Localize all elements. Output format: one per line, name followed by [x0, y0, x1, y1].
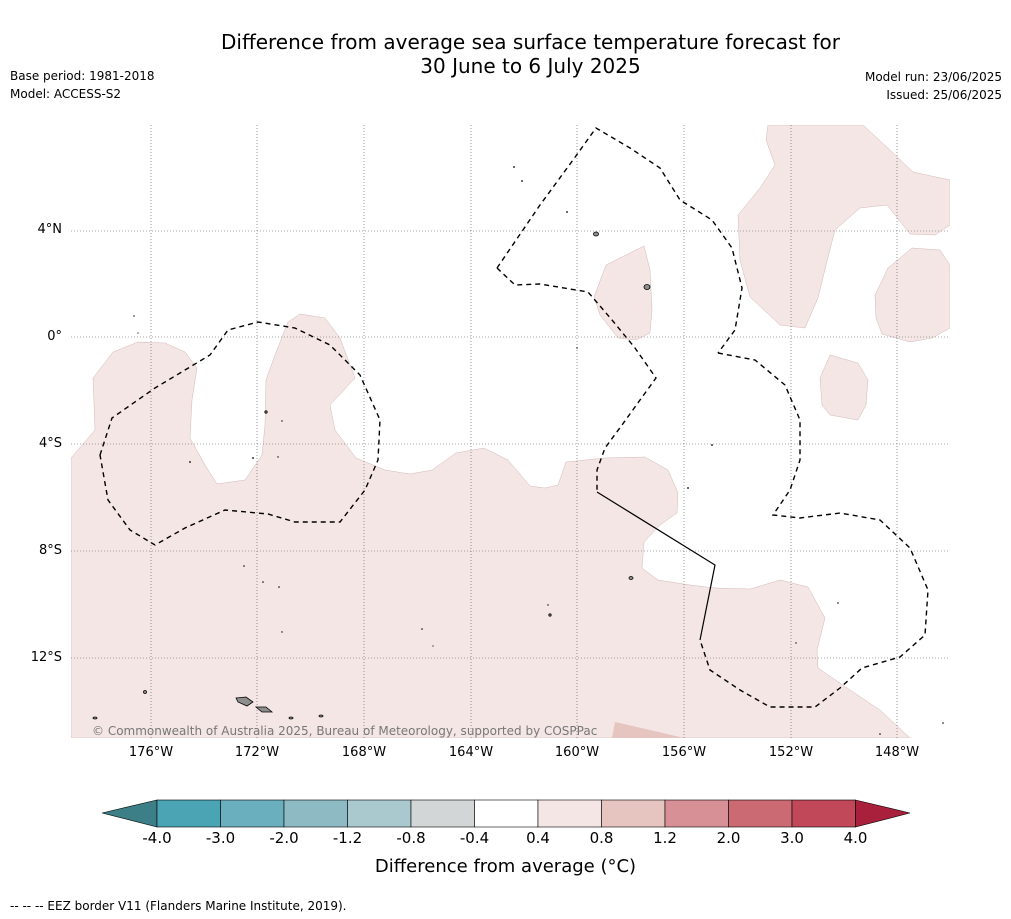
colorbar-tick: -3.0 — [205, 829, 236, 847]
samoa-savaii — [235, 696, 254, 707]
samoa-upolu — [254, 706, 274, 713]
meta-left: Base period: 1981-2018 Model: ACCESS-S2 — [10, 67, 155, 103]
lon-label-164w: 164°W — [448, 745, 494, 760]
lat-label-12s: 12°S — [30, 650, 62, 665]
copyright-notice: © Commonwealth of Australia 2025, Bureau… — [92, 724, 598, 738]
lat-label-4s: 4°S — [38, 436, 62, 451]
colorbar-tick: -1.2 — [332, 829, 363, 847]
colorbar-tick: -0.8 — [396, 829, 426, 847]
colorbar-bin-6 — [474, 799, 539, 828]
graticule — [71, 125, 950, 738]
eez-line-islands-north — [496, 127, 743, 354]
colorbar — [101, 799, 911, 828]
issued-date: Issued: 25/06/2025 — [886, 88, 1002, 102]
title-line-1: Difference from average sea surface temp… — [220, 30, 840, 54]
lon-label-160w: 160°W — [554, 745, 600, 760]
model-run: Model run: 23/06/2025 — [864, 70, 1002, 84]
lon-label-172w: 172°W — [234, 745, 280, 760]
lon-label-152w: 152°W — [768, 745, 814, 760]
lat-label-0: 0° — [47, 329, 62, 344]
title-line-2: 30 June to 6 July 2025 — [420, 54, 641, 78]
lon-label-156w: 156°W — [661, 745, 707, 760]
lon-label-148w: 148°W — [874, 745, 920, 760]
colorbar-bin-8 — [601, 799, 666, 828]
lat-label-8s: 8°S — [38, 543, 62, 558]
eez-kiribati-gilbert — [99, 321, 381, 546]
colorbar-tick: 0.4 — [526, 829, 550, 847]
eez-borders — [99, 127, 929, 708]
colorbar-tick: -4.0 — [142, 829, 172, 847]
colorbar-tick: 3.0 — [780, 829, 804, 847]
colorbar-bin-11 — [791, 799, 856, 828]
colorbar-tick: 1.2 — [653, 829, 677, 847]
warm-anomaly-stronger — [612, 722, 684, 738]
model-name: Model: ACCESS-S2 — [10, 87, 122, 101]
meta-right: Model run: 23/06/2025 Issued: 25/06/2025 — [865, 68, 1002, 104]
colorbar-tick: 4.0 — [843, 829, 868, 847]
colorbar-title: Difference from average (°C) — [374, 856, 637, 877]
maritime-border-solid — [596, 491, 716, 641]
eez-east-south — [699, 352, 929, 708]
colorbar-tick: 0.8 — [589, 829, 614, 847]
colorbar-bin-1 — [156, 799, 221, 828]
map-title: Difference from average sea surface temp… — [0, 30, 1011, 78]
colorbar-high-extend — [855, 799, 911, 828]
colorbar-bin-2 — [220, 799, 285, 828]
colorbar-low-extend — [101, 799, 158, 828]
warm-anomaly-east — [874, 247, 950, 343]
islands — [92, 231, 651, 720]
colorbar-tick: 2.0 — [716, 829, 741, 847]
colorbar-bin-5 — [410, 799, 475, 828]
warm-anomaly-east-small — [819, 354, 869, 421]
base-period: Base period: 1981-2018 — [10, 69, 155, 83]
colorbar-tick: -2.0 — [269, 829, 299, 847]
colorbar-bin-3 — [283, 799, 348, 828]
eez-line-central — [496, 267, 657, 492]
small-islets — [133, 166, 944, 735]
warm-anomaly-northeast — [737, 125, 950, 329]
lat-label-4n: 4°N — [37, 222, 63, 237]
colorbar-bin-9 — [664, 799, 729, 828]
eez-footnote: -- -- -- EEZ border V11 (Flanders Marine… — [10, 899, 347, 913]
colorbar-bin-10 — [728, 799, 793, 828]
colorbar-bin-4 — [347, 799, 412, 828]
colorbar-bin-7 — [537, 799, 602, 828]
colorbar-tick: -0.4 — [459, 829, 490, 847]
warm-anomaly-south — [71, 313, 911, 738]
lon-label-168w: 168°W — [341, 745, 387, 760]
lon-label-176w: 176°W — [128, 745, 174, 760]
